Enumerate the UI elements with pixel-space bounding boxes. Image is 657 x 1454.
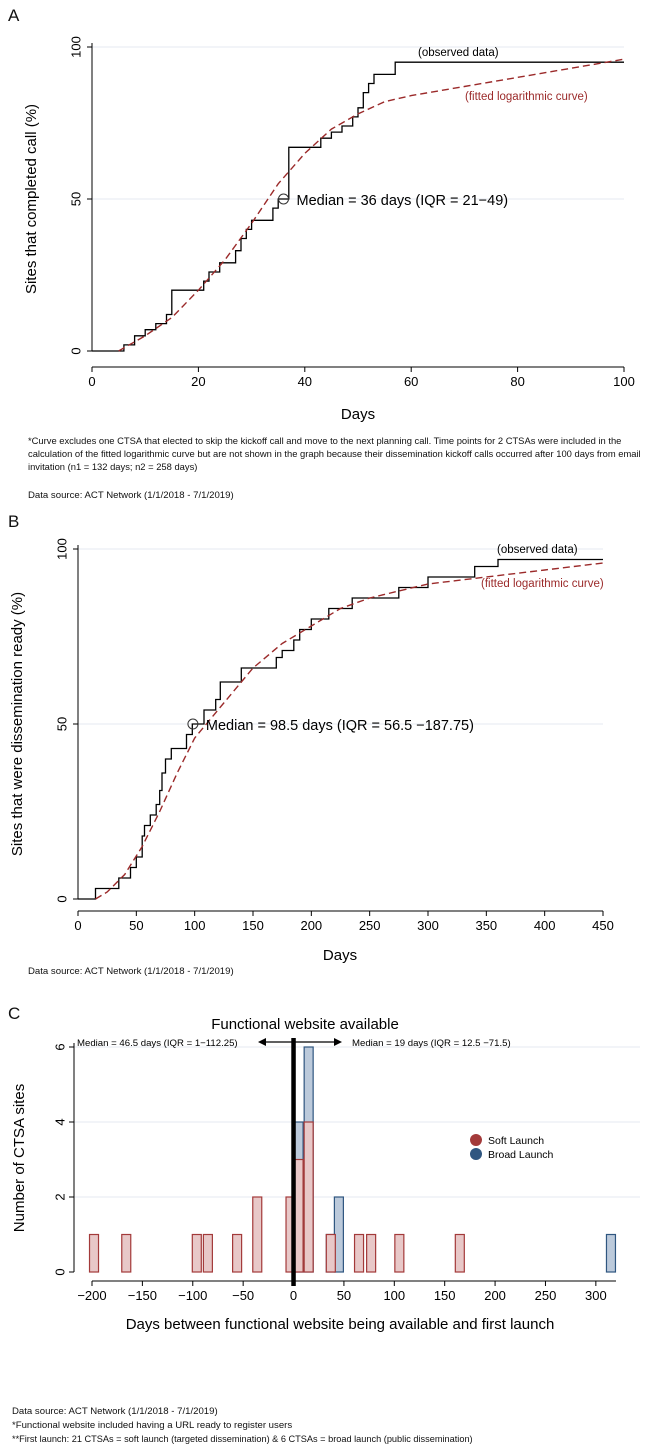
panel-b-fitted-label: (fitted logarithmic curve) <box>481 578 604 590</box>
panel-a-source: Data source: ACT Network (1/1/2018 - 7/1… <box>28 490 234 501</box>
panel-c-label: C <box>8 1004 21 1023</box>
panel-b-observed-line <box>78 558 603 900</box>
panel-c-bar-broad <box>605 1233 617 1273</box>
panel-a-y-tick-label: 0 <box>69 347 84 354</box>
panel-c-source: Data source: ACT Network (1/1/2018 - 7/1… <box>12 1406 218 1417</box>
panel-a-x-tick-label: 20 <box>191 374 205 389</box>
panel-b-x-tick-label: 0 <box>74 918 81 933</box>
panel-b-x-tick-label: 200 <box>300 918 322 933</box>
panel-c-legend-broad-swatch <box>470 1148 482 1160</box>
panel-c-right-arrowhead <box>334 1038 342 1046</box>
panel-b-x-tick-label: 450 <box>592 918 614 933</box>
panel-c-bar-soft <box>88 1233 100 1273</box>
panel-c-legend-broad-label: Broad Launch <box>488 1149 554 1161</box>
panel-a-y-tick-label: 50 <box>69 192 84 206</box>
panel-b-x-tick-label: 250 <box>359 918 381 933</box>
panel-b-x-tick-label: 300 <box>417 918 439 933</box>
panel-c-bar-soft <box>191 1233 202 1273</box>
panel-c-x-tick-label: 100 <box>383 1288 405 1303</box>
panel-a-footnote: *Curve excludes one CTSA that elected to… <box>28 435 641 472</box>
panel-c-bar-soft <box>252 1196 263 1273</box>
panel-c-bar-soft <box>232 1233 243 1273</box>
panel-b-x-axis-label: Days <box>323 947 357 964</box>
panel-a-x-tick-label: 60 <box>404 374 418 389</box>
panel-a-median-annotation: Median = 36 days (IQR = 21−49) <box>297 193 509 209</box>
panel-c-left-annotation: Median = 46.5 days (IQR = 1−112.25) <box>77 1038 238 1049</box>
panel-c-y-tick-label: 2 <box>53 1193 68 1200</box>
panel-b-source: Data source: ACT Network (1/1/2018 - 7/1… <box>28 966 234 977</box>
panel-c-bar-soft <box>366 1233 377 1273</box>
panel-c-bar-soft <box>303 1121 314 1273</box>
panel-b-y-tick-label: 0 <box>55 895 70 902</box>
panel-b-observed-label: (observed data) <box>497 544 578 556</box>
panel-b-label: B <box>8 512 20 531</box>
panel-c-title: Functional website available <box>211 1016 399 1033</box>
panel-c-y-tick-label: 4 <box>53 1118 68 1125</box>
panel-a-observed-label: (observed data) <box>418 47 499 59</box>
panel-c-x-tick-label: 50 <box>337 1288 351 1303</box>
panel-c-y-tick-label: 0 <box>53 1268 68 1275</box>
panel-c-bar-soft <box>325 1233 336 1273</box>
panel-b-fitted-curve <box>95 562 604 900</box>
panel-b-y-axis-label: Sites that were dissemination ready (%) <box>9 592 26 856</box>
panel-b-x-tick-label: 50 <box>129 918 143 933</box>
panel-c-x-tick-label: −100 <box>178 1288 207 1303</box>
panel-c-note2: **First launch: 21 CTSAs = soft launch (… <box>12 1434 473 1444</box>
panel-b-y-tick-label: 100 <box>55 538 70 560</box>
panel-b-x-tick-label: 100 <box>184 918 206 933</box>
panel-c-note1: *Functional website included having a UR… <box>12 1420 293 1431</box>
panel-b-x-tick-label: 150 <box>242 918 264 933</box>
panel-c-left-arrowhead <box>258 1038 266 1046</box>
panel-c-x-tick-label: −150 <box>128 1288 157 1303</box>
panel-c-x-tick-label: 200 <box>484 1288 506 1303</box>
panel-a-label: A <box>8 6 20 25</box>
panel-a-median-marker <box>278 193 290 205</box>
panel-c-legend-soft-label: Soft Launch <box>488 1135 544 1147</box>
panel-c-x-tick-label: 150 <box>434 1288 456 1303</box>
panel-c-bar-soft <box>202 1233 213 1273</box>
panel-c-x-tick-label: −200 <box>77 1288 106 1303</box>
panel-b-x-tick-label: 350 <box>475 918 497 933</box>
panel-a-observed-line <box>92 61 624 352</box>
panel-c-x-tick-label: −50 <box>232 1288 254 1303</box>
panel-a-x-tick-label: 40 <box>298 374 312 389</box>
panel-c-bar-soft <box>353 1233 365 1273</box>
panel-a-fitted-label: (fitted logarithmic curve) <box>465 91 588 103</box>
panel-c-x-tick-label: 300 <box>585 1288 607 1303</box>
panel-c-bar-soft <box>121 1233 132 1273</box>
panel-b-median-annotation: Median = 98.5 days (IQR = 56.5 −187.75) <box>206 718 474 734</box>
panel-a-x-tick-label: 100 <box>613 374 635 389</box>
panel-b-median-marker <box>187 718 199 730</box>
panel-c-right-annotation: Median = 19 days (IQR = 12.5 −71.5) <box>352 1038 511 1049</box>
panel-c-x-tick-label: 0 <box>290 1288 297 1303</box>
panel-c-bar-soft <box>394 1233 405 1273</box>
panel-c-legend-soft-swatch <box>470 1134 482 1146</box>
panel-b-x-tick-label: 400 <box>534 918 556 933</box>
panel-c-y-axis-label: Number of CTSA sites <box>11 1084 28 1232</box>
panel-a-x-axis-label: Days <box>341 406 375 423</box>
panel-b-y-tick-label: 50 <box>55 717 70 731</box>
panel-c-x-axis-label: Days between functional website being av… <box>126 1316 555 1333</box>
panel-a-fitted-curve <box>118 58 625 352</box>
panel-c-x-tick-label: 250 <box>535 1288 557 1303</box>
panel-a-y-axis-label: Sites that completed call (%) <box>23 104 40 294</box>
panel-c-bar-soft <box>454 1233 465 1273</box>
panel-a-x-tick-label: 80 <box>510 374 524 389</box>
panel-a-x-tick-label: 0 <box>88 374 95 389</box>
panel-a-y-tick-label: 100 <box>69 36 84 58</box>
panel-c-y-tick-label: 6 <box>53 1043 68 1050</box>
